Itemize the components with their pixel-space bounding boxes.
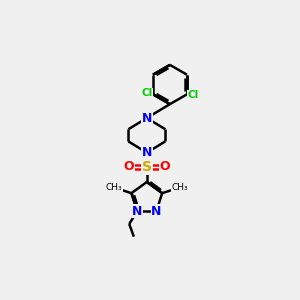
Text: Cl: Cl xyxy=(187,91,198,100)
Text: N: N xyxy=(142,146,152,159)
Text: O: O xyxy=(160,160,170,173)
Text: N: N xyxy=(142,112,152,124)
Text: O: O xyxy=(124,160,134,173)
Text: CH₃: CH₃ xyxy=(106,183,123,192)
Text: S: S xyxy=(142,160,152,174)
Text: CH₃: CH₃ xyxy=(171,183,188,192)
Text: N: N xyxy=(151,205,161,218)
Text: N: N xyxy=(132,205,142,218)
Text: Cl: Cl xyxy=(142,88,153,98)
